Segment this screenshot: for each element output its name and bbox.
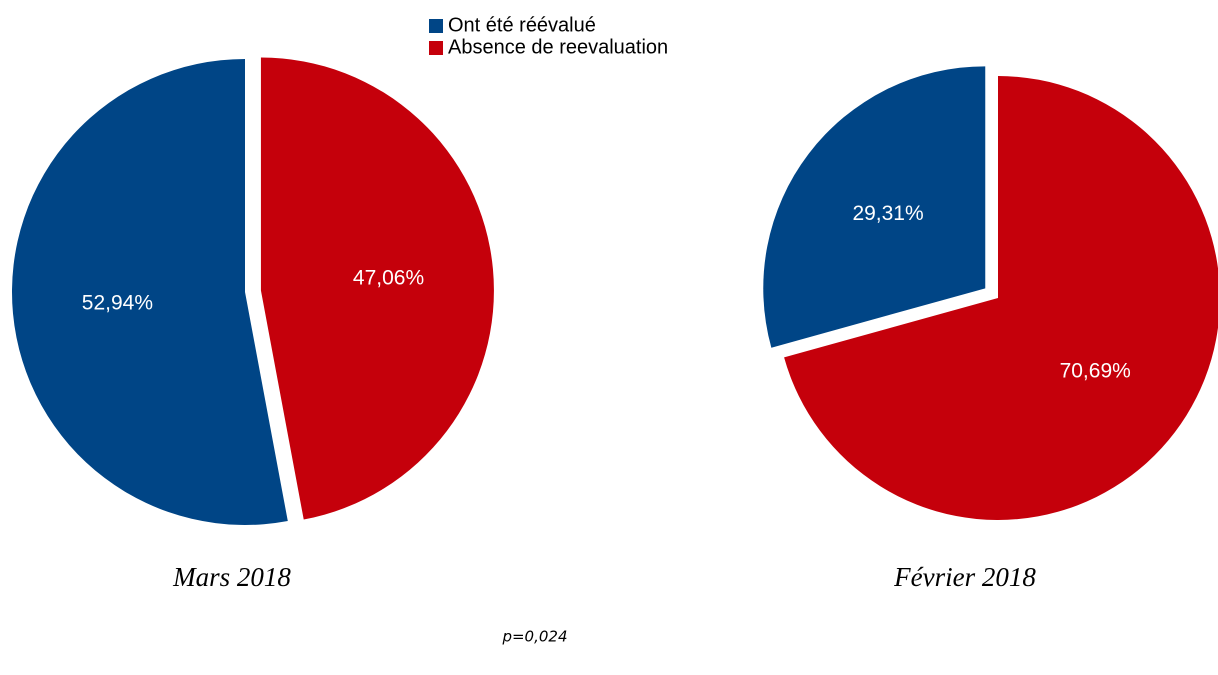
legend-label: Absence de reevaluation bbox=[448, 36, 668, 58]
value-label: 29,31% bbox=[852, 202, 923, 225]
value-label: 70,69% bbox=[1060, 359, 1131, 382]
value-label: 47,06% bbox=[353, 266, 424, 289]
pie-slice bbox=[260, 57, 494, 520]
chart-title: Février 2018 bbox=[893, 562, 1036, 592]
pie-slice bbox=[763, 66, 986, 348]
annotation: p=0,024 bbox=[501, 628, 567, 646]
legend-label: Ont été réévalué bbox=[448, 14, 596, 36]
legend-swatch bbox=[429, 19, 443, 33]
value-label: 52,94% bbox=[82, 291, 153, 314]
chart-title: Mars 2018 bbox=[172, 562, 291, 592]
pie-slice bbox=[12, 59, 288, 525]
legend-swatch bbox=[429, 41, 443, 55]
pie-slice bbox=[784, 76, 1218, 520]
